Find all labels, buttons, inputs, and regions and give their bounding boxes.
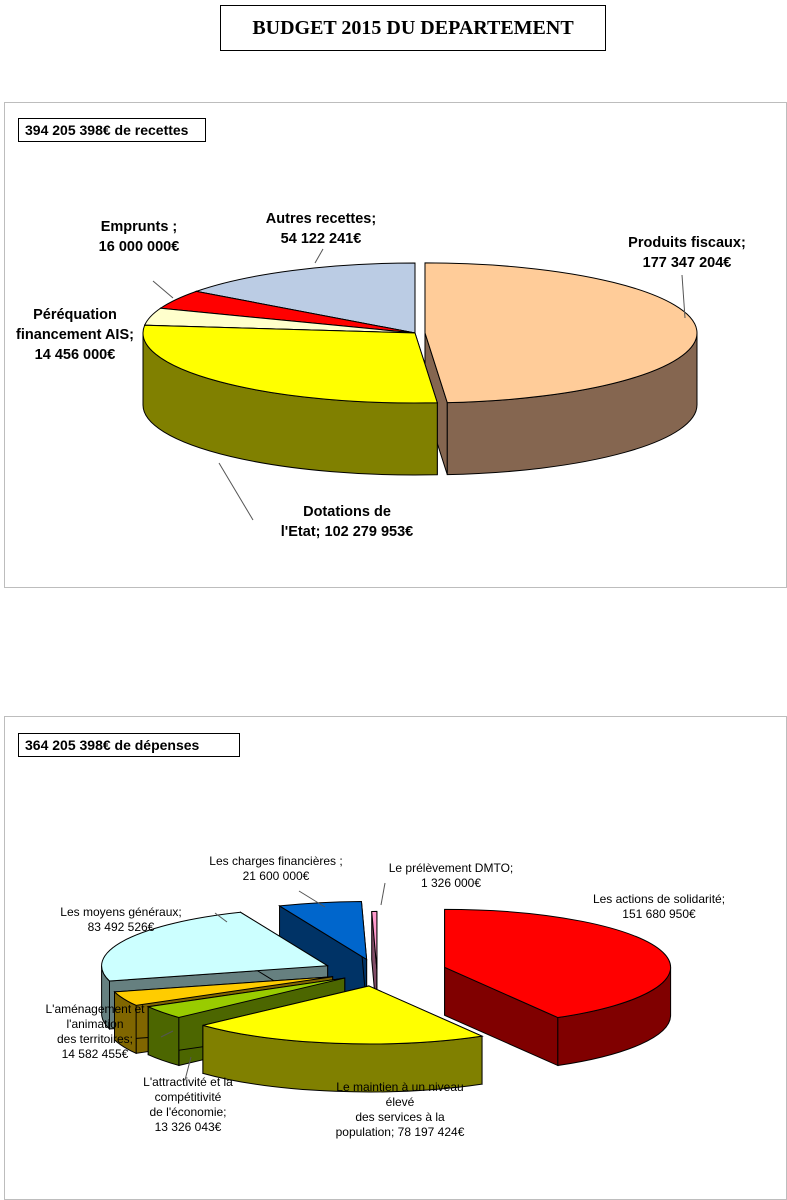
slice-label-1-5: Les charges financières ; 21 600 000€ xyxy=(209,854,342,883)
slice-label-line: 177 347 204€ xyxy=(643,255,732,271)
slice-label-line: 83 492 526€ xyxy=(88,920,155,934)
slice-label-line: Les actions de solidarité; xyxy=(593,892,725,906)
slice-label-line: élevé xyxy=(386,1095,415,1109)
slice-label-line: compétitivité xyxy=(155,1090,222,1104)
pie-slice-0-0 xyxy=(424,262,698,476)
slice-label-0-2: Péréquation financement AIS; 14 456 000€ xyxy=(16,307,134,363)
slice-label-0-4: Autres recettes; 54 122 241€ xyxy=(266,211,376,247)
slice-label-1-1: Le maintien à un niveau élevé des services… xyxy=(336,1080,465,1139)
slice-label-line: Produits fiscaux; xyxy=(628,235,746,251)
pie-slice-1-1 xyxy=(202,985,484,1093)
leader-line-1-3 xyxy=(160,1030,174,1038)
leader-line-1-5 xyxy=(298,890,326,908)
expense-chart-title: 364 205 398€ de dépenses xyxy=(18,733,240,757)
slice-label-line: Le maintien à un niveau xyxy=(336,1080,463,1094)
slice-label-line: l'Etat; 102 279 953€ xyxy=(281,524,413,540)
slice-label-1-2: L'attractivité et la compétitivité de l'éc… xyxy=(143,1075,233,1134)
revenue-pie-chart: Produits fiscaux; 177 347 204€ Dotations d… xyxy=(16,211,746,540)
slice-label-1-3: L'aménagement et l'animation des territoir… xyxy=(45,1002,145,1061)
pie-slice-0-1 xyxy=(142,324,438,476)
slice-label-1-4: Les moyens généraux; 83 492 526€ xyxy=(60,905,181,934)
leader-line-0-1 xyxy=(218,462,254,521)
leader-line-1-4 xyxy=(214,912,228,923)
leader-line-0-3 xyxy=(152,280,174,299)
slice-label-line: 14 582 455€ xyxy=(62,1047,129,1061)
slice-label-line: l'animation xyxy=(67,1017,124,1031)
slice-label-line: Le prélèvement DMTO; xyxy=(389,861,514,875)
slice-label-line: 13 326 043€ xyxy=(155,1120,222,1134)
slice-label-line: Péréquation xyxy=(33,307,117,323)
leader-line-1-6 xyxy=(380,882,386,906)
slice-label-0-1: Dotations de l'Etat; 102 279 953€ xyxy=(281,504,413,540)
slice-label-line: 151 680 950€ xyxy=(622,907,696,921)
leader-line-0-0 xyxy=(681,274,686,319)
slice-label-line: population; 78 197 424€ xyxy=(336,1125,465,1139)
slice-label-line: 54 122 241€ xyxy=(281,231,362,247)
slice-label-1-0: Les actions de solidarité; 151 680 950€ xyxy=(593,892,725,921)
leader-line-0-4 xyxy=(314,248,324,264)
slice-label-0-3: Emprunts ; 16 000 000€ xyxy=(99,219,180,255)
page-title: BUDGET 2015 DU DEPARTEMENT xyxy=(220,5,606,51)
slice-label-line: financement AIS; xyxy=(16,327,134,343)
slice-label-line: Autres recettes; xyxy=(266,211,376,227)
slice-label-line: Dotations de xyxy=(303,504,391,520)
revenue-chart-title: 394 205 398€ de recettes xyxy=(18,118,206,142)
slice-label-line: de l'économie; xyxy=(149,1105,226,1119)
revenue-chart-panel: Produits fiscaux; 177 347 204€ Dotations d… xyxy=(4,102,787,588)
slice-label-line: L'attractivité et la xyxy=(143,1075,233,1089)
slice-label-line: Les moyens généraux; xyxy=(60,905,181,919)
slice-label-line: 1 326 000€ xyxy=(421,876,481,890)
slice-label-0-0: Produits fiscaux; 177 347 204€ xyxy=(628,235,746,271)
slice-label-line: des services à la xyxy=(355,1110,445,1124)
slice-label-line: 16 000 000€ xyxy=(99,239,180,255)
expense-chart-panel: Les actions de solidarité; 151 680 950€ Le… xyxy=(4,716,787,1200)
expense-pie-chart: Les actions de solidarité; 151 680 950€Le… xyxy=(45,854,725,1139)
slice-label-line: des territoires; xyxy=(57,1032,133,1046)
slice-label-line: Emprunts ; xyxy=(101,219,178,235)
pie-slice-1-0 xyxy=(444,908,672,1067)
slice-label-line: Les charges financières ; xyxy=(209,854,342,868)
slice-label-line: 21 600 000€ xyxy=(243,869,310,883)
leader-line-1-2 xyxy=(184,1056,192,1081)
slice-label-line: 14 456 000€ xyxy=(35,347,116,363)
slice-label-line: L'aménagement et xyxy=(45,1002,145,1016)
slice-label-1-6: Le prélèvement DMTO; 1 326 000€ xyxy=(389,861,514,890)
